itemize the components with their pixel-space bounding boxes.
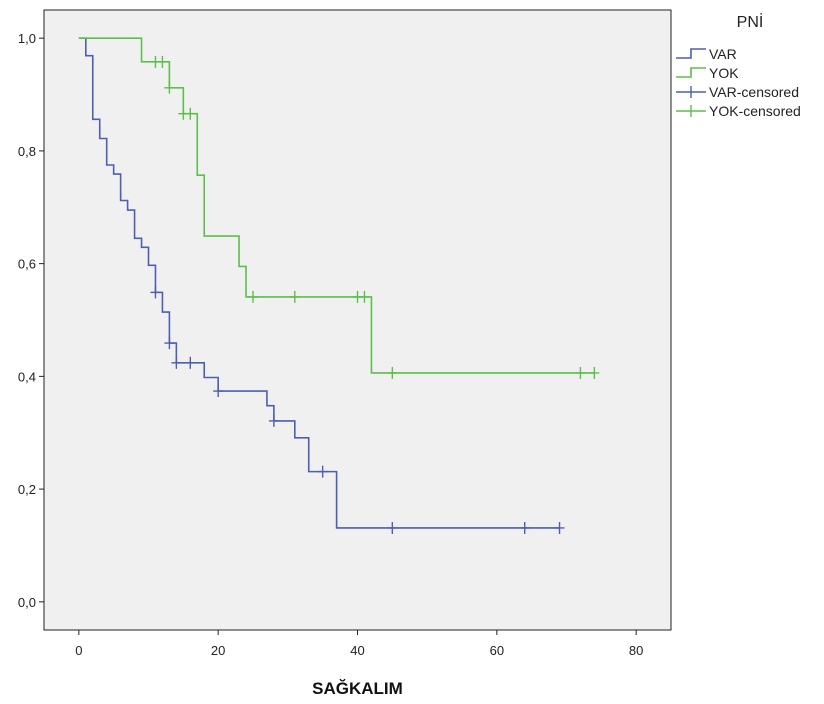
censor-mark-var (150, 286, 161, 299)
censor-mark-var (185, 356, 196, 369)
y-tick-label: 0,0 (18, 595, 36, 610)
censor-mark-var (213, 385, 224, 398)
censor-mark-var (164, 337, 175, 350)
legend-label: YOK (709, 65, 739, 81)
censor-mark-yok (185, 107, 196, 120)
x-tick-label: 20 (211, 643, 225, 658)
censor-mark-var (387, 521, 398, 534)
censor-mark-yok (289, 290, 300, 303)
x-tick-label: 40 (350, 643, 364, 658)
legend-label: YOK-censored (709, 103, 801, 119)
censor-mark-var (519, 521, 530, 534)
y-tick-label: 0,4 (18, 369, 36, 384)
plot-area (43, 9, 672, 631)
legend-title: PNİ (737, 12, 764, 31)
legend-swatch-yok-censored (676, 105, 706, 117)
legend: PNİ VAR YOK VAR-censored YOK-censored (676, 12, 801, 119)
legend-swatch-yok (676, 67, 706, 78)
series-layer (78, 37, 600, 534)
x-tick-label: 80 (629, 643, 643, 658)
censor-mark-var (171, 356, 182, 369)
censor-mark-var (554, 521, 565, 534)
y-tick-label: 1,0 (18, 31, 36, 46)
x-tick-label: 60 (490, 643, 504, 658)
legend-swatch-var (676, 48, 706, 59)
censor-mark-yok (248, 290, 258, 303)
x-tick-label: 0 (75, 643, 82, 658)
censor-mark-yok (359, 290, 370, 303)
legend-label: VAR (709, 46, 737, 62)
y-tick-label: 0,2 (18, 482, 36, 497)
censor-mark-yok (164, 81, 175, 94)
legend-label: VAR-censored (709, 84, 799, 100)
censor-mark-var (317, 465, 328, 478)
x-axis-title: SAĞKALIM (312, 679, 403, 698)
y-tick-label: 0,6 (18, 257, 36, 272)
legend-swatch-var-censored (676, 86, 706, 98)
censor-mark-yok (157, 55, 168, 68)
censor-mark-yok (387, 366, 398, 379)
censor-mark-var (268, 414, 279, 427)
y-tick-label: 0,8 (18, 144, 36, 159)
censor-mark-yok (589, 366, 600, 379)
axes: 0 20 40 60 80 0,0 0,2 0,4 0,6 0,8 1,0 (18, 31, 643, 658)
censor-mark-yok (575, 366, 586, 379)
